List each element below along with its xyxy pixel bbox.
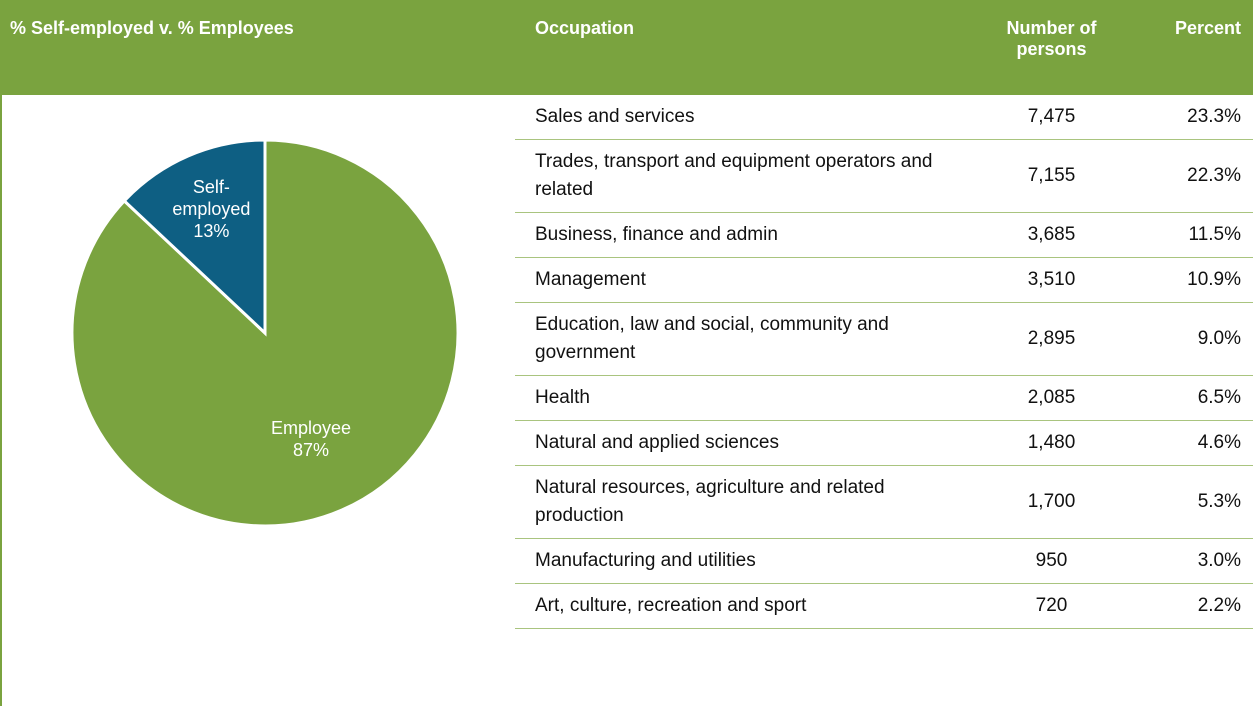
table-cell: Art, culture, recreation and sport bbox=[515, 583, 955, 629]
table-cell: Natural resources, agriculture and relat… bbox=[515, 465, 955, 539]
table-row: Trades, transport and equipment operator… bbox=[515, 139, 1253, 213]
table-cell: Management bbox=[515, 257, 955, 303]
column-header: Number of persons bbox=[1006, 18, 1097, 59]
table-cell: 2,895 bbox=[954, 302, 1139, 376]
table-cell: 2.2% bbox=[1138, 583, 1253, 629]
table-cell: 9.0% bbox=[1138, 302, 1253, 376]
slice-value: 13% bbox=[193, 221, 230, 241]
table-cell: 4.6% bbox=[1138, 420, 1253, 466]
slice-name: Employee bbox=[270, 418, 351, 439]
table-row: Sales and services 7,475 23.3% bbox=[515, 95, 1253, 140]
chart-title: % Self-employed v. % Employees bbox=[10, 18, 294, 38]
table-cell: Education, law and social, community and… bbox=[515, 302, 955, 376]
table-cell: Health bbox=[515, 375, 955, 421]
table-cell: 1,700 bbox=[954, 465, 1139, 539]
header-row: Occupation Number of persons Percent bbox=[515, 0, 1253, 95]
table-cell: 3,685 bbox=[954, 212, 1139, 258]
table-cell: Natural and applied sciences bbox=[515, 420, 955, 466]
table-row: Natural and applied sciences 1,480 4.6% bbox=[515, 420, 1253, 466]
slice-label: Self-employed 13% bbox=[171, 176, 251, 242]
table-row: Natural resources, agriculture and relat… bbox=[515, 465, 1253, 539]
table-row: Business, finance and admin 3,685 11.5% bbox=[515, 212, 1253, 258]
table-cell: 11.5% bbox=[1138, 212, 1253, 258]
table-row: Health 2,085 6.5% bbox=[515, 375, 1253, 421]
table-cell: 1,480 bbox=[954, 420, 1139, 466]
column-header: Occupation bbox=[535, 18, 635, 38]
table-cell: 2,085 bbox=[954, 375, 1139, 421]
table-cell: 7,475 bbox=[954, 95, 1139, 140]
table-cell: 3.0% bbox=[1138, 538, 1253, 584]
table-cell: 7,155 bbox=[954, 139, 1139, 213]
table-cell: 6.5% bbox=[1138, 375, 1253, 421]
table-cell: Sales and services bbox=[515, 95, 955, 140]
occupation-table: Occupation Number of persons Percent Sales… bbox=[515, 0, 1253, 629]
pie-chart bbox=[70, 138, 460, 528]
header-band: % Self-employed v. % Employees bbox=[0, 0, 1253, 95]
table-cell: Business, finance and admin bbox=[515, 212, 955, 258]
table-cell: 950 bbox=[954, 538, 1139, 584]
slice-label: Employee 87% bbox=[241, 417, 381, 461]
table-cell: 10.9% bbox=[1138, 257, 1253, 303]
table-row: Art, culture, recreation and sport 720 2.2… bbox=[515, 583, 1253, 629]
pie-panel: Employee 87% Self-employed 13% bbox=[0, 95, 515, 706]
slice-value: 87% bbox=[292, 440, 329, 461]
table-cell: 3,510 bbox=[954, 257, 1139, 303]
table-row: Education, law and social, community and… bbox=[515, 302, 1253, 376]
column-header: Percent bbox=[1174, 18, 1241, 38]
table-cell: 23.3% bbox=[1138, 95, 1253, 140]
slice-name: Self-employed bbox=[172, 177, 251, 219]
pie-slice bbox=[122, 138, 267, 337]
table-cell: 5.3% bbox=[1138, 465, 1253, 539]
table-row: Manufacturing and utilities 950 3.0% bbox=[515, 538, 1253, 584]
table-cell: 720 bbox=[954, 583, 1139, 629]
table-cell: Trades, transport and equipment operator… bbox=[515, 139, 955, 213]
table-cell: 22.3% bbox=[1138, 139, 1253, 213]
table-row: Management 3,510 10.9% bbox=[515, 257, 1253, 303]
table-cell: Manufacturing and utilities bbox=[515, 538, 955, 584]
